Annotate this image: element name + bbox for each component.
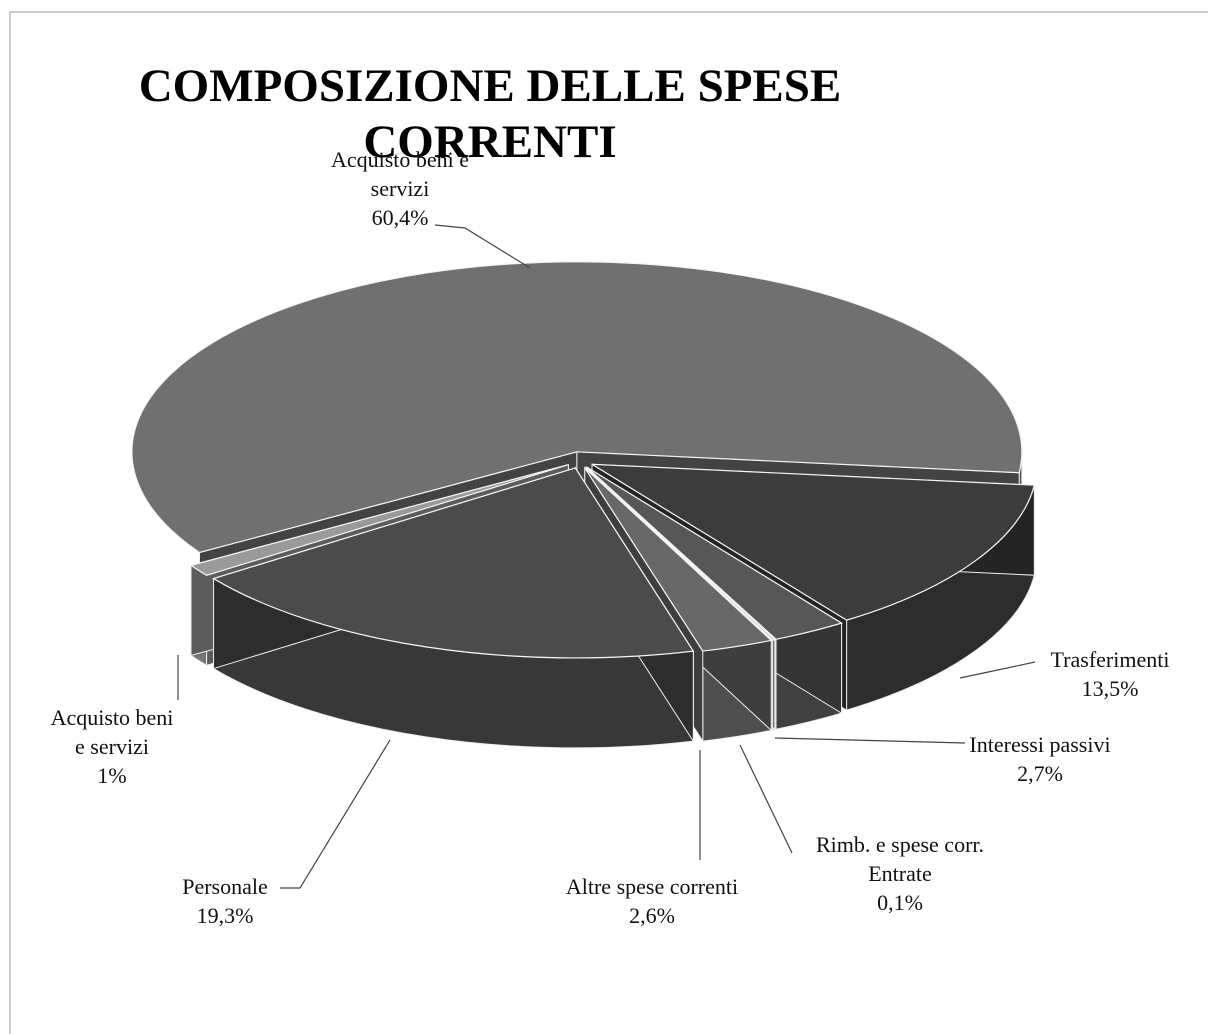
value-label: 2,6% [629,903,675,928]
data-label: Acquisto beni e servizi 60,4% [300,145,500,232]
slice-top [585,467,777,641]
value-label: 19,3% [196,903,254,928]
data-label: Rimb. e spese corr. Entrate 0,1% [785,830,1015,917]
leader-line [774,737,966,744]
frame [9,11,1208,1034]
leader-line [959,661,1036,679]
slice-top [212,467,695,659]
data-label: Interessi passivi 2,7% [930,730,1150,788]
slice-top [189,464,569,576]
slice [212,466,695,749]
category-label: Personale [182,874,268,899]
leader-line [739,744,793,854]
category-label: Altre spese correnti [565,874,739,899]
chart-title: COMPOSIZIONE DELLE SPESE CORRENTI [138,60,842,168]
data-label: Trasferimenti 13,5% [1010,645,1208,703]
value-label: 13,5% [1081,676,1139,701]
category-label: Acquisto beni e servizi [50,705,174,759]
data-label: Personale 19,3% [125,872,325,930]
slice-top [131,261,1023,554]
data-label: Altre spese correnti 2,6% [527,872,777,930]
category-label: Interessi passivi [969,732,1111,757]
leader-line [280,739,391,889]
value-label: 60,4% [371,205,429,230]
data-label: Acquisto beni e servizi 1% [50,703,175,790]
leader-line [434,224,531,269]
category-label: Rimb. e spese corr. Entrate [815,832,985,886]
slice-top [591,463,1036,621]
category-label: Trasferimenti [1050,647,1170,672]
value-label: 2,7% [1017,761,1063,786]
slice-top [584,467,773,652]
slice-top [586,466,844,640]
value-label: 1% [97,763,127,788]
category-label: Acquisto beni e servizi [330,147,470,201]
value-label: 0,1% [877,890,923,915]
